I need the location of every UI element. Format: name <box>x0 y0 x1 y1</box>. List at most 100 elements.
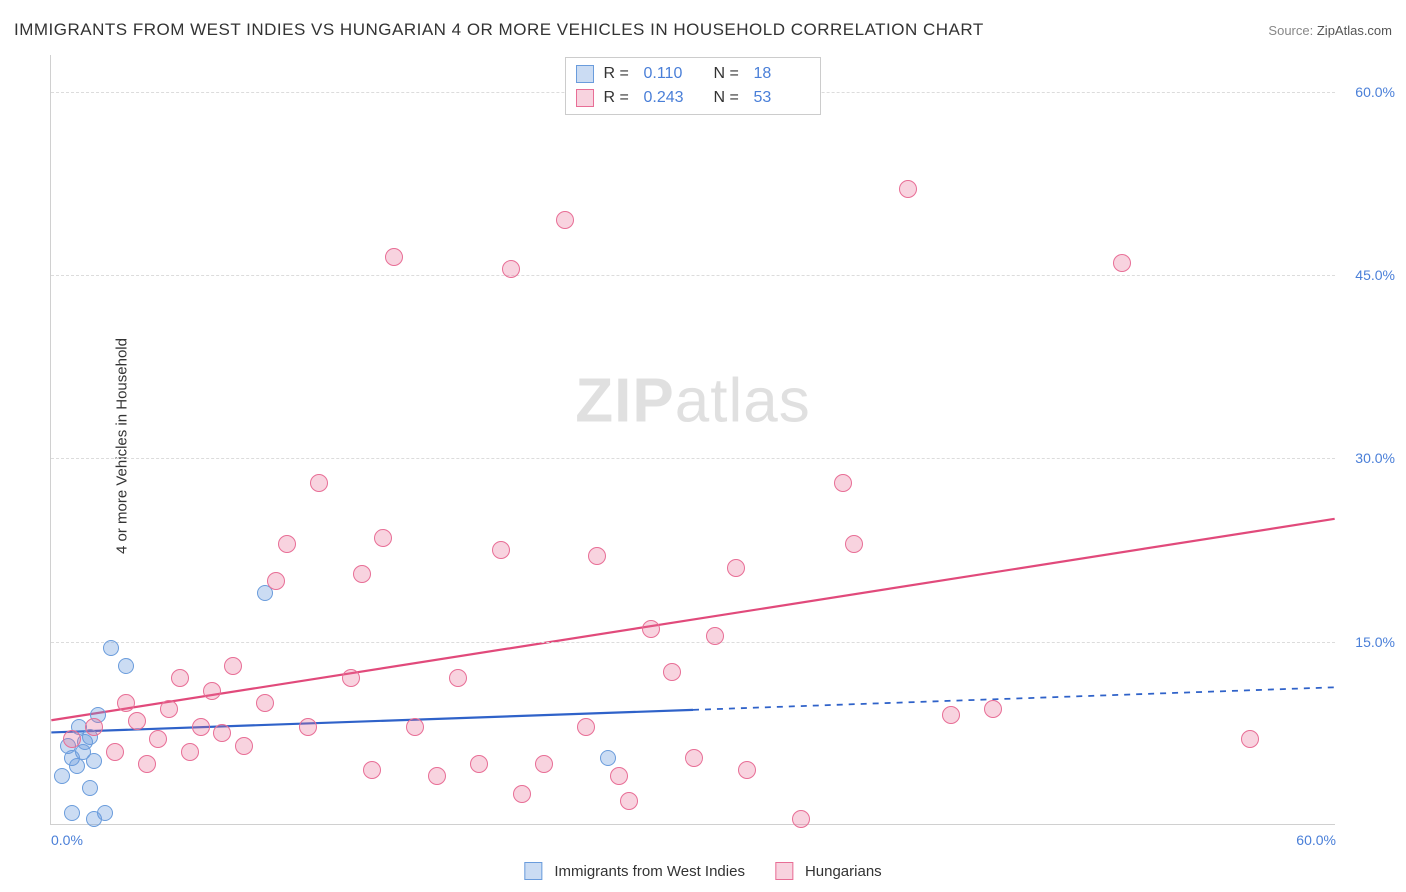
data-point-west_indies <box>600 750 616 766</box>
correlation-stats-box: R =0.110 N =18 R =0.243 N =53 <box>565 57 821 115</box>
stat-r-value: 0.243 <box>644 86 700 110</box>
data-point-hungarians <box>256 694 274 712</box>
y-tick-label: 30.0% <box>1355 450 1395 466</box>
data-point-hungarians <box>406 718 424 736</box>
data-point-hungarians <box>171 669 189 687</box>
legend-label: Hungarians <box>805 863 882 880</box>
data-point-hungarians <box>792 810 810 828</box>
stat-n-value: 53 <box>754 86 810 110</box>
legend-item: Immigrants from West Indies <box>524 862 745 880</box>
data-point-hungarians <box>535 755 553 773</box>
data-point-hungarians <box>470 755 488 773</box>
source-value: ZipAtlas.com <box>1317 23 1392 38</box>
stat-n-label: N = <box>714 62 748 86</box>
data-point-hungarians <box>685 749 703 767</box>
data-point-hungarians <box>213 724 231 742</box>
series-legend: Immigrants from West Indies Hungarians <box>524 862 881 880</box>
data-point-hungarians <box>138 755 156 773</box>
data-point-hungarians <box>642 620 660 638</box>
stat-r-label: R = <box>604 62 638 86</box>
data-point-hungarians <box>899 180 917 198</box>
data-point-hungarians <box>192 718 210 736</box>
watermark: ZIPatlas <box>575 366 810 437</box>
stat-r-label: R = <box>604 86 638 110</box>
data-point-hungarians <box>727 559 745 577</box>
data-point-hungarians <box>160 700 178 718</box>
data-point-west_indies <box>82 780 98 796</box>
chart-header: IMMIGRANTS FROM WEST INDIES VS HUNGARIAN… <box>14 20 1392 40</box>
x-tick-label: 0.0% <box>51 832 83 848</box>
chart-title: IMMIGRANTS FROM WEST INDIES VS HUNGARIAN… <box>14 20 984 40</box>
stats-row: R =0.243 N =53 <box>576 86 810 110</box>
source-citation: Source: ZipAtlas.com <box>1268 23 1392 38</box>
data-point-hungarians <box>106 743 124 761</box>
data-point-hungarians <box>984 700 1002 718</box>
legend-label: Immigrants from West Indies <box>554 863 745 880</box>
source-label: Source: <box>1268 23 1313 38</box>
data-point-hungarians <box>278 535 296 553</box>
data-point-hungarians <box>149 730 167 748</box>
data-point-west_indies <box>69 758 85 774</box>
trend-lines-svg <box>51 55 1335 824</box>
data-point-hungarians <box>235 737 253 755</box>
data-point-hungarians <box>342 669 360 687</box>
data-point-hungarians <box>588 547 606 565</box>
data-point-hungarians <box>556 211 574 229</box>
data-point-hungarians <box>128 712 146 730</box>
data-point-hungarians <box>492 541 510 559</box>
legend-item: Hungarians <box>775 862 882 880</box>
data-point-hungarians <box>845 535 863 553</box>
data-point-hungarians <box>620 792 638 810</box>
data-point-hungarians <box>267 572 285 590</box>
data-point-hungarians <box>663 663 681 681</box>
trend-line-dashed-west_indies <box>693 687 1335 710</box>
data-point-hungarians <box>577 718 595 736</box>
data-point-hungarians <box>353 565 371 583</box>
stat-n-value: 18 <box>754 62 810 86</box>
plot-region: ZIPatlas 15.0%30.0%45.0%60.0%0.0%60.0% <box>50 55 1335 825</box>
data-point-hungarians <box>610 767 628 785</box>
x-tick-label: 60.0% <box>1296 832 1336 848</box>
data-point-west_indies <box>118 658 134 674</box>
chart-area: ZIPatlas 15.0%30.0%45.0%60.0%0.0%60.0% R… <box>50 55 1335 825</box>
data-point-hungarians <box>942 706 960 724</box>
stats-row: R =0.110 N =18 <box>576 62 810 86</box>
legend-swatch <box>775 862 793 880</box>
gridline <box>51 458 1335 459</box>
data-point-hungarians <box>706 627 724 645</box>
data-point-west_indies <box>86 753 102 769</box>
data-point-west_indies <box>97 805 113 821</box>
y-tick-label: 45.0% <box>1355 267 1395 283</box>
watermark-bold: ZIP <box>575 367 674 436</box>
data-point-hungarians <box>181 743 199 761</box>
data-point-hungarians <box>374 529 392 547</box>
data-point-hungarians <box>299 718 317 736</box>
data-point-hungarians <box>513 785 531 803</box>
stat-n-label: N = <box>714 86 748 110</box>
data-point-hungarians <box>117 694 135 712</box>
data-point-hungarians <box>428 767 446 785</box>
data-point-hungarians <box>834 474 852 492</box>
data-point-hungarians <box>85 718 103 736</box>
data-point-west_indies <box>103 640 119 656</box>
legend-swatch <box>576 89 594 107</box>
trend-line-hungarians <box>51 519 1334 720</box>
data-point-hungarians <box>63 730 81 748</box>
y-tick-label: 15.0% <box>1355 634 1395 650</box>
stat-r-value: 0.110 <box>644 62 700 86</box>
data-point-west_indies <box>54 768 70 784</box>
data-point-hungarians <box>363 761 381 779</box>
y-tick-label: 60.0% <box>1355 84 1395 100</box>
legend-swatch <box>576 65 594 83</box>
gridline <box>51 642 1335 643</box>
data-point-hungarians <box>203 682 221 700</box>
data-point-hungarians <box>1241 730 1259 748</box>
data-point-hungarians <box>385 248 403 266</box>
data-point-hungarians <box>1113 254 1131 272</box>
data-point-hungarians <box>738 761 756 779</box>
data-point-hungarians <box>310 474 328 492</box>
data-point-west_indies <box>64 805 80 821</box>
data-point-hungarians <box>449 669 467 687</box>
gridline <box>51 275 1335 276</box>
trend-line-west_indies <box>51 710 693 733</box>
